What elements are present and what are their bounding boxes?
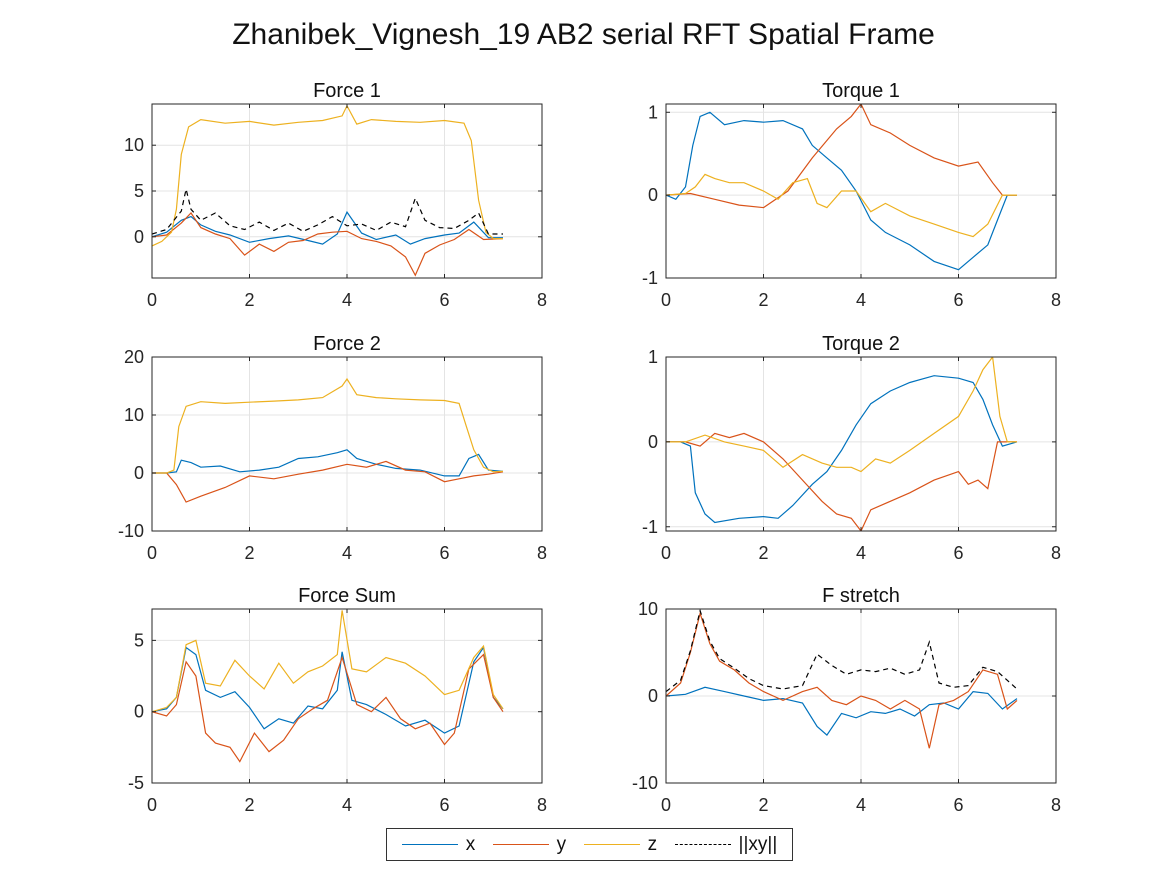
y-tick-label: -10: [118, 521, 144, 541]
legend-label: ||xy||: [738, 833, 778, 855]
y-tick-label: 10: [638, 599, 658, 619]
y-tick-label: 0: [648, 185, 658, 205]
x-tick-label: 2: [758, 795, 768, 815]
y-tick-label: -1: [642, 517, 658, 537]
y-tick-label: 10: [124, 135, 144, 155]
legend-item: z: [583, 833, 658, 856]
x-tick-label: 8: [537, 543, 547, 563]
series-line-y: [666, 104, 1017, 209]
y-tick-label: 0: [134, 463, 144, 483]
x-tick-label: 8: [537, 795, 547, 815]
x-tick-label: 8: [537, 290, 547, 310]
legend-swatch: [674, 844, 731, 845]
y-tick-label: 1: [648, 102, 658, 122]
legend-item: y: [492, 833, 567, 856]
series-line-y: [152, 653, 504, 763]
y-tick-label: 0: [648, 686, 658, 706]
y-tick-label: -5: [128, 773, 144, 793]
x-tick-label: 4: [342, 795, 352, 815]
legend-label: y: [556, 833, 567, 855]
x-tick-label: 2: [758, 290, 768, 310]
x-tick-label: 4: [856, 543, 866, 563]
x-tick-label: 6: [439, 795, 449, 815]
series-line-y: [152, 212, 504, 277]
x-tick-label: 4: [856, 290, 866, 310]
y-tick-label: 0: [134, 702, 144, 722]
x-tick-label: 2: [758, 543, 768, 563]
series-line-xy: [666, 609, 1018, 693]
subplot-title: F stretch: [822, 585, 900, 607]
subplot-title: Torque 1: [822, 80, 900, 102]
subplot-title: Torque 2: [822, 333, 900, 355]
figure-title: Zhanibek_Vignesh_19 AB2 serial RFT Spati…: [232, 18, 935, 51]
legend: x y z ||xy||: [386, 828, 793, 861]
x-tick-label: 8: [1051, 290, 1061, 310]
x-tick-label: 2: [244, 543, 254, 563]
x-tick-label: 8: [1051, 543, 1061, 563]
x-tick-label: 4: [342, 290, 352, 310]
x-tick-label: 6: [953, 543, 963, 563]
subplot-title: Force Sum: [298, 585, 396, 607]
y-tick-label: -10: [632, 773, 658, 793]
x-tick-label: 0: [661, 795, 671, 815]
series-line-x: [152, 449, 504, 477]
series-line-z: [152, 104, 503, 247]
x-tick-label: 8: [1051, 795, 1061, 815]
series-line-x: [666, 375, 1018, 524]
x-tick-label: 6: [439, 543, 449, 563]
series-line-z: [152, 610, 504, 713]
x-tick-label: 0: [661, 290, 671, 310]
series-line-z: [666, 357, 1017, 473]
y-tick-label: 0: [648, 432, 658, 452]
series-line-x: [152, 645, 504, 734]
series-line-xy: [152, 189, 503, 235]
x-tick-label: 2: [244, 795, 254, 815]
x-tick-label: 4: [856, 795, 866, 815]
series-line-x: [666, 111, 1017, 271]
series-line-x: [666, 686, 1018, 737]
series-line-y: [666, 611, 1018, 749]
x-tick-label: 2: [244, 290, 254, 310]
series-line-y: [152, 460, 504, 503]
legend-swatch: [583, 844, 640, 845]
series-line-z: [152, 377, 504, 474]
legend-swatch: [492, 844, 549, 845]
legend-item: ||xy||: [674, 833, 778, 856]
legend-item: x: [401, 833, 476, 856]
series-line-z: [666, 173, 1017, 238]
legend-swatch: [401, 844, 458, 845]
y-tick-label: 1: [648, 347, 658, 367]
subplot-1: 0 2 4 6 8 0 5 10 Force 1: [124, 80, 547, 310]
x-tick-label: 0: [147, 290, 157, 310]
subplot-title: Force 1: [313, 80, 381, 102]
subplot-title: Force 2: [313, 333, 381, 355]
x-tick-label: 0: [147, 543, 157, 563]
series-line-y: [666, 432, 1017, 531]
x-tick-label: 6: [953, 795, 963, 815]
y-tick-label: -1: [642, 268, 658, 288]
series-line-x: [152, 210, 503, 245]
x-tick-label: 6: [953, 290, 963, 310]
legend-label: x: [465, 833, 476, 855]
y-tick-label: 0: [134, 227, 144, 247]
y-tick-label: 20: [124, 347, 144, 367]
y-tick-label: 5: [134, 181, 144, 201]
x-tick-label: 0: [147, 795, 157, 815]
y-tick-label: 10: [124, 405, 144, 425]
legend-label: z: [647, 833, 658, 855]
x-tick-label: 4: [342, 543, 352, 563]
y-tick-label: 5: [134, 630, 144, 650]
x-tick-label: 6: [439, 290, 449, 310]
x-tick-label: 0: [661, 543, 671, 563]
